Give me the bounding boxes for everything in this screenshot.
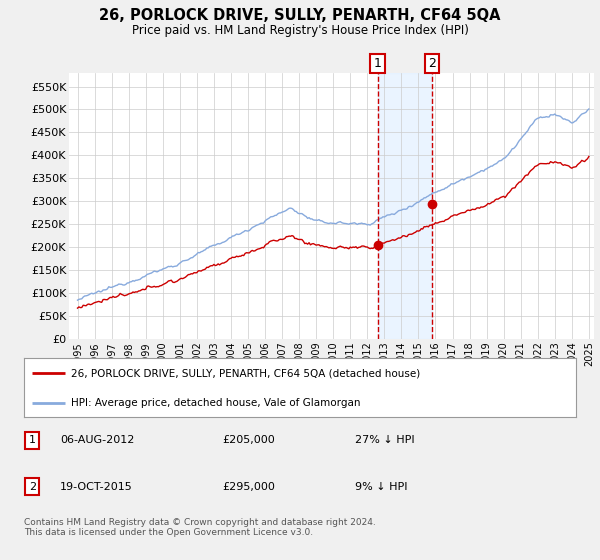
- Text: 2: 2: [29, 482, 36, 492]
- Text: Price paid vs. HM Land Registry's House Price Index (HPI): Price paid vs. HM Land Registry's House …: [131, 24, 469, 36]
- Bar: [377, 73, 432, 339]
- Text: 1: 1: [29, 435, 36, 445]
- Text: 19-OCT-2015: 19-OCT-2015: [60, 482, 133, 492]
- Text: 06-AUG-2012: 06-AUG-2012: [60, 435, 134, 445]
- Text: 2: 2: [428, 57, 436, 70]
- Text: 26, PORLOCK DRIVE, SULLY, PENARTH, CF64 5QA (detached house): 26, PORLOCK DRIVE, SULLY, PENARTH, CF64 …: [71, 368, 420, 378]
- Text: £295,000: £295,000: [223, 482, 275, 492]
- Text: 26, PORLOCK DRIVE, SULLY, PENARTH, CF64 5QA: 26, PORLOCK DRIVE, SULLY, PENARTH, CF64 …: [99, 8, 501, 24]
- Text: 1: 1: [374, 57, 382, 70]
- Text: 9% ↓ HPI: 9% ↓ HPI: [355, 482, 408, 492]
- Text: 27% ↓ HPI: 27% ↓ HPI: [355, 435, 415, 445]
- Text: £205,000: £205,000: [223, 435, 275, 445]
- Text: Contains HM Land Registry data © Crown copyright and database right 2024.
This d: Contains HM Land Registry data © Crown c…: [24, 518, 376, 538]
- Text: HPI: Average price, detached house, Vale of Glamorgan: HPI: Average price, detached house, Vale…: [71, 398, 361, 408]
